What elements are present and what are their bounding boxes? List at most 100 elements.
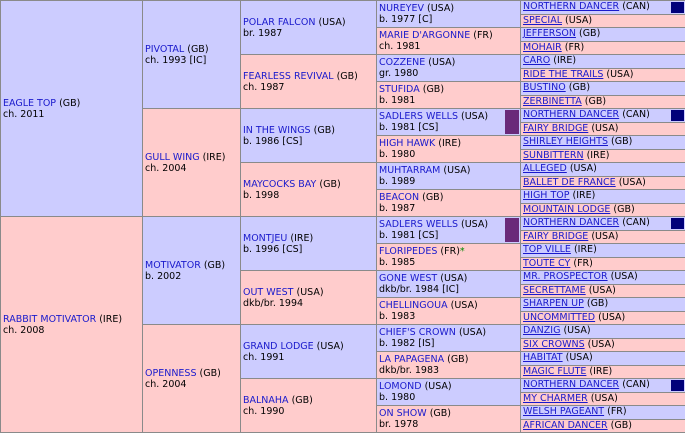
horse-name[interactable]: MAGIC FLUTE (523, 366, 586, 377)
horse-name[interactable]: CHELLINGOUA (379, 300, 448, 311)
name-line: BUSTINO (GB) (523, 82, 685, 94)
horse-name[interactable]: GONE WEST (379, 273, 437, 284)
name-line: MOUNTAIN LODGE (GB) (523, 204, 685, 216)
horse-name[interactable]: SUNBITTERN (523, 150, 584, 161)
horse-name[interactable]: SPECIAL (523, 15, 562, 26)
horse-name[interactable]: IN THE WINGS (243, 125, 311, 136)
horse-name[interactable]: NORTHERN DANCER (523, 217, 619, 228)
horse-name[interactable]: FAIRY BRIDGE (523, 123, 588, 134)
horse-cell: MY CHARMER (USA) (520, 392, 685, 407)
horse-name[interactable]: NUREYEV (379, 3, 424, 14)
horse-name[interactable]: TOUTE CY (523, 258, 570, 269)
horse-name[interactable]: HIGH HAWK (379, 138, 435, 149)
horse-name[interactable]: MOTIVATOR (145, 260, 201, 271)
country: (GB) (569, 82, 590, 93)
country: (GB) (430, 408, 451, 419)
horse-name[interactable]: BEACON (379, 192, 419, 203)
horse-name[interactable]: NORTHERN DANCER (523, 379, 619, 390)
details: b. 1980 (379, 392, 520, 403)
horse-name[interactable]: EAGLE TOP (3, 98, 56, 109)
name-line: IN THE WINGS (GB) (243, 125, 376, 136)
horse-name[interactable]: RIDE THE TRAILS (523, 69, 603, 80)
country: (USA) (611, 271, 638, 282)
horse-cell: FAIRY BRIDGE (USA) (520, 122, 685, 137)
horse-cell: PIVOTAL (GB)ch. 1993 [IC] (142, 0, 241, 109)
horse-name[interactable]: TOP VILLE (523, 244, 571, 255)
horse-name[interactable]: OPENNESS (145, 368, 197, 379)
horse-name[interactable]: NORTHERN DANCER (523, 109, 619, 120)
horse-name[interactable]: ON SHOW (379, 408, 427, 419)
horse-name[interactable]: CHIEF'S CROWN (379, 327, 456, 338)
horse-name[interactable]: MOUNTAIN LODGE (523, 204, 610, 215)
horse-name[interactable]: OUT WEST (243, 287, 293, 298)
name-line: SIX CROWNS (USA) (523, 339, 685, 351)
horse-name[interactable]: DANZIG (523, 325, 560, 336)
name-line: ALLEGED (USA) (523, 163, 685, 175)
horse-name[interactable]: BUSTINO (523, 82, 566, 93)
horse-name[interactable]: CARO (523, 55, 550, 66)
horse-cell: MOTIVATOR (GB)b. 2002 (142, 216, 241, 325)
horse-name[interactable]: LA PAPAGENA (379, 354, 444, 365)
name-line: GONE WEST (USA) (379, 273, 520, 284)
horse-cell: CHIEF'S CROWN (USA)b. 1982 [IS] (376, 324, 521, 352)
horse-name[interactable]: BALLET DE FRANCE (523, 177, 616, 188)
horse-name[interactable]: AFRICAN DANCER (523, 420, 608, 431)
horse-name[interactable]: SADLERS WELLS (379, 111, 458, 122)
name-line: SADLERS WELLS (USA) (379, 219, 520, 230)
horse-name[interactable]: MOHAIR (523, 42, 562, 53)
horse-name[interactable]: SADLERS WELLS (379, 219, 458, 230)
country: (GB) (292, 395, 313, 406)
name-line: NORTHERN DANCER (CAN) (523, 379, 685, 391)
details: ch. 1991 (243, 352, 376, 363)
horse-name[interactable]: NORTHERN DANCER (523, 1, 619, 12)
horse-cell: LA PAPAGENA (GB)dkb/br. 1983 (376, 351, 521, 379)
horse-cell: SHIRLEY HEIGHTS (GB) (520, 135, 685, 150)
horse-name[interactable]: POLAR FALCON (243, 17, 315, 28)
horse-name[interactable]: SIX CROWNS (523, 339, 585, 350)
country: (IRE) (290, 233, 313, 244)
horse-name[interactable]: LOMOND (379, 381, 422, 392)
horse-name[interactable]: SHARPEN UP (523, 298, 584, 309)
horse-name[interactable]: FLORIPEDES (379, 246, 437, 257)
horse-name[interactable]: HIGH TOP (523, 190, 569, 201)
horse-name[interactable]: MARIE D'ARGONNE (379, 30, 470, 41)
horse-name[interactable]: ZERBINETTA (523, 96, 582, 107)
horse-name[interactable]: GRAND LODGE (243, 341, 314, 352)
country: (USA) (565, 15, 592, 26)
horse-name[interactable]: MY CHARMER (523, 393, 588, 404)
country: (GB) (579, 28, 600, 39)
details: b. 2002 (145, 271, 240, 282)
horse-name[interactable]: MAYCOCKS BAY (243, 179, 316, 190)
name-line: TOP VILLE (IRE) (523, 244, 685, 256)
horse-name[interactable]: STUFIDA (379, 84, 420, 95)
name-line: STUFIDA (GB) (379, 84, 520, 95)
horse-name[interactable]: MONTJEU (243, 233, 287, 244)
horse-name[interactable]: SECRETTAME (523, 285, 586, 296)
horse-name[interactable]: UNCOMMITTED (523, 312, 595, 323)
horse-name[interactable]: JEFFERSON (523, 28, 576, 39)
horse-name[interactable]: PIVOTAL (145, 44, 184, 55)
horse-name[interactable]: RABBIT MOTIVATOR (3, 314, 96, 325)
details: b. 1981 [CS] (379, 230, 520, 241)
horse-name[interactable]: GULL WING (145, 152, 200, 163)
country: (USA) (598, 312, 625, 323)
horse-name[interactable]: FAIRY BRIDGE (523, 231, 588, 242)
country: (FR) (440, 246, 459, 257)
horse-cell: MONTJEU (IRE)b. 1996 [CS] (240, 216, 377, 271)
horse-name[interactable]: SHIRLEY HEIGHTS (523, 136, 608, 147)
horse-name[interactable]: WELSH PAGEANT (523, 406, 604, 417)
horse-name[interactable]: MR. PROSPECTOR (523, 271, 608, 282)
name-line: SADLERS WELLS (USA) (379, 111, 520, 122)
horse-name[interactable]: ALLEGED (523, 163, 567, 174)
details: ch. 1990 (243, 406, 376, 417)
horse-cell: RIDE THE TRAILS (USA) (520, 68, 685, 83)
horse-name[interactable]: FEARLESS REVIVAL (243, 71, 334, 82)
horse-name[interactable]: COZZENE (379, 57, 425, 68)
horse-name[interactable]: MUHTARRAM (379, 165, 440, 176)
country: (IRE) (573, 190, 596, 201)
horse-name[interactable]: HABITAT (523, 352, 563, 363)
name-line: LA PAPAGENA (GB) (379, 354, 520, 365)
name-line: CHIEF'S CROWN (USA) (379, 327, 520, 338)
horse-name[interactable]: BALNAHA (243, 395, 289, 406)
horse-cell: TOUTE CY (FR) (520, 257, 685, 272)
